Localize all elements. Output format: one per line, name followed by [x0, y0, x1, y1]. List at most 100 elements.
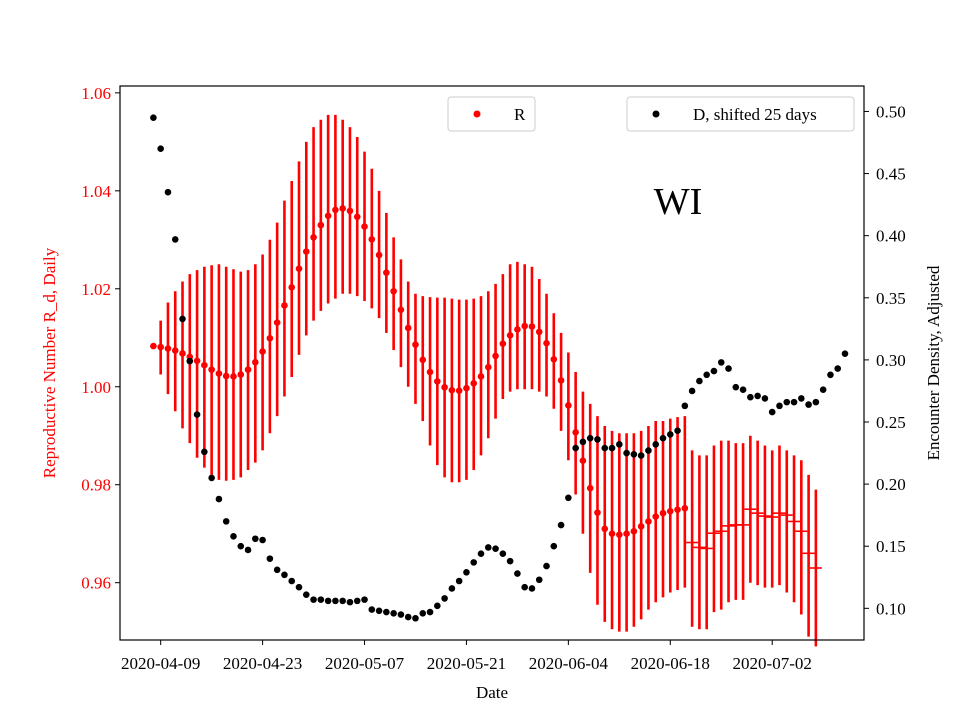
r-point [572, 429, 579, 436]
d-point [557, 521, 565, 529]
y-right-tick-label: 0.45 [876, 165, 906, 184]
d-point [230, 532, 237, 540]
r-point [302, 248, 310, 255]
r-point [448, 386, 456, 394]
plot-frame [119, 85, 865, 641]
d-point [288, 577, 296, 585]
d-point [579, 438, 587, 446]
r-point [455, 387, 463, 394]
r-point [201, 361, 208, 369]
r-point [375, 251, 383, 259]
d-point [397, 611, 405, 618]
d-point [463, 569, 470, 576]
d-point [273, 566, 281, 574]
r-point [550, 356, 558, 363]
r-point [652, 513, 660, 520]
d-point [179, 315, 186, 323]
r-error-bars [159, 114, 818, 647]
d-point [666, 431, 674, 438]
r-point [404, 324, 412, 332]
x-tick-label: 2020-04-09 [121, 654, 200, 673]
r-point [514, 326, 521, 333]
d-point [404, 613, 412, 621]
r-point [637, 523, 645, 530]
r-point [281, 302, 288, 309]
d-point [317, 596, 325, 603]
r-point [681, 504, 689, 512]
d-point [798, 395, 805, 402]
d-point [368, 606, 376, 613]
d-point [412, 614, 419, 622]
r-point [339, 205, 346, 212]
d-point [768, 408, 776, 416]
r-point [630, 527, 638, 535]
y-left-tick-label: 1.04 [81, 182, 111, 201]
r-point [346, 207, 354, 215]
d-point [717, 359, 725, 366]
d-point [572, 444, 579, 452]
d-point [171, 236, 179, 243]
r-point [230, 373, 237, 380]
r-point [317, 221, 325, 229]
legend-d: D, shifted 25 days [626, 96, 855, 132]
d-point [419, 609, 427, 617]
d-point [353, 597, 361, 605]
r-point [383, 269, 390, 276]
d-point [281, 571, 288, 579]
d-point [776, 402, 783, 410]
d-point [193, 411, 201, 418]
d-point [477, 550, 485, 557]
d-point [739, 386, 747, 394]
d-point [652, 441, 660, 448]
r-point [608, 530, 616, 538]
legend-d-label: D, shifted 25 days [693, 105, 817, 124]
d-point [208, 474, 215, 482]
d-point [332, 597, 339, 605]
y-axis-left-ticks: 0.96 0.98 1.00 1.02 1.04 1.06 [81, 84, 120, 593]
r-point [441, 383, 448, 391]
r-point [222, 372, 230, 380]
r-point [484, 363, 492, 371]
r-point [324, 212, 332, 220]
x-tick-label: 2020-06-18 [631, 654, 710, 673]
d-point [754, 392, 761, 400]
r-point [543, 339, 550, 347]
d-point [383, 608, 390, 616]
r-point [244, 366, 252, 373]
d-point [310, 596, 317, 603]
x-tick-label: 2020-05-21 [427, 654, 506, 673]
d-point [725, 365, 732, 372]
r-point [659, 509, 667, 517]
d-point [790, 398, 798, 406]
x-axis-label: Date [476, 683, 508, 702]
d-point [819, 386, 827, 394]
x-axis-ticks: 2020-04-09 2020-04-23 2020-05-07 2020-05-21… [121, 640, 812, 673]
d-point [252, 535, 259, 543]
r-point [674, 506, 681, 514]
d-point [827, 371, 834, 379]
d-point [630, 450, 638, 458]
y-left-tick-label: 1.06 [81, 84, 111, 103]
d-point [157, 145, 164, 153]
r-point [499, 340, 507, 347]
d-point [601, 444, 609, 452]
d-point [201, 448, 208, 456]
r-point [645, 518, 652, 525]
y-right-tick-label: 0.20 [876, 475, 906, 494]
d-point [346, 598, 354, 606]
r-point [288, 284, 296, 291]
r-point [368, 236, 376, 243]
r-point [215, 370, 223, 377]
r-point [361, 223, 368, 230]
legend-r-box [447, 96, 536, 132]
d-point [623, 449, 630, 457]
d-point [150, 114, 157, 121]
y-right-tick-label: 0.35 [876, 289, 906, 308]
y-left-tick-label: 1.00 [81, 378, 111, 397]
r-point [259, 348, 266, 355]
legend-d-marker [652, 110, 660, 118]
r-point [594, 509, 601, 516]
d-point [186, 357, 194, 365]
y-right-tick-label: 0.10 [876, 599, 906, 618]
r-point [412, 341, 419, 348]
